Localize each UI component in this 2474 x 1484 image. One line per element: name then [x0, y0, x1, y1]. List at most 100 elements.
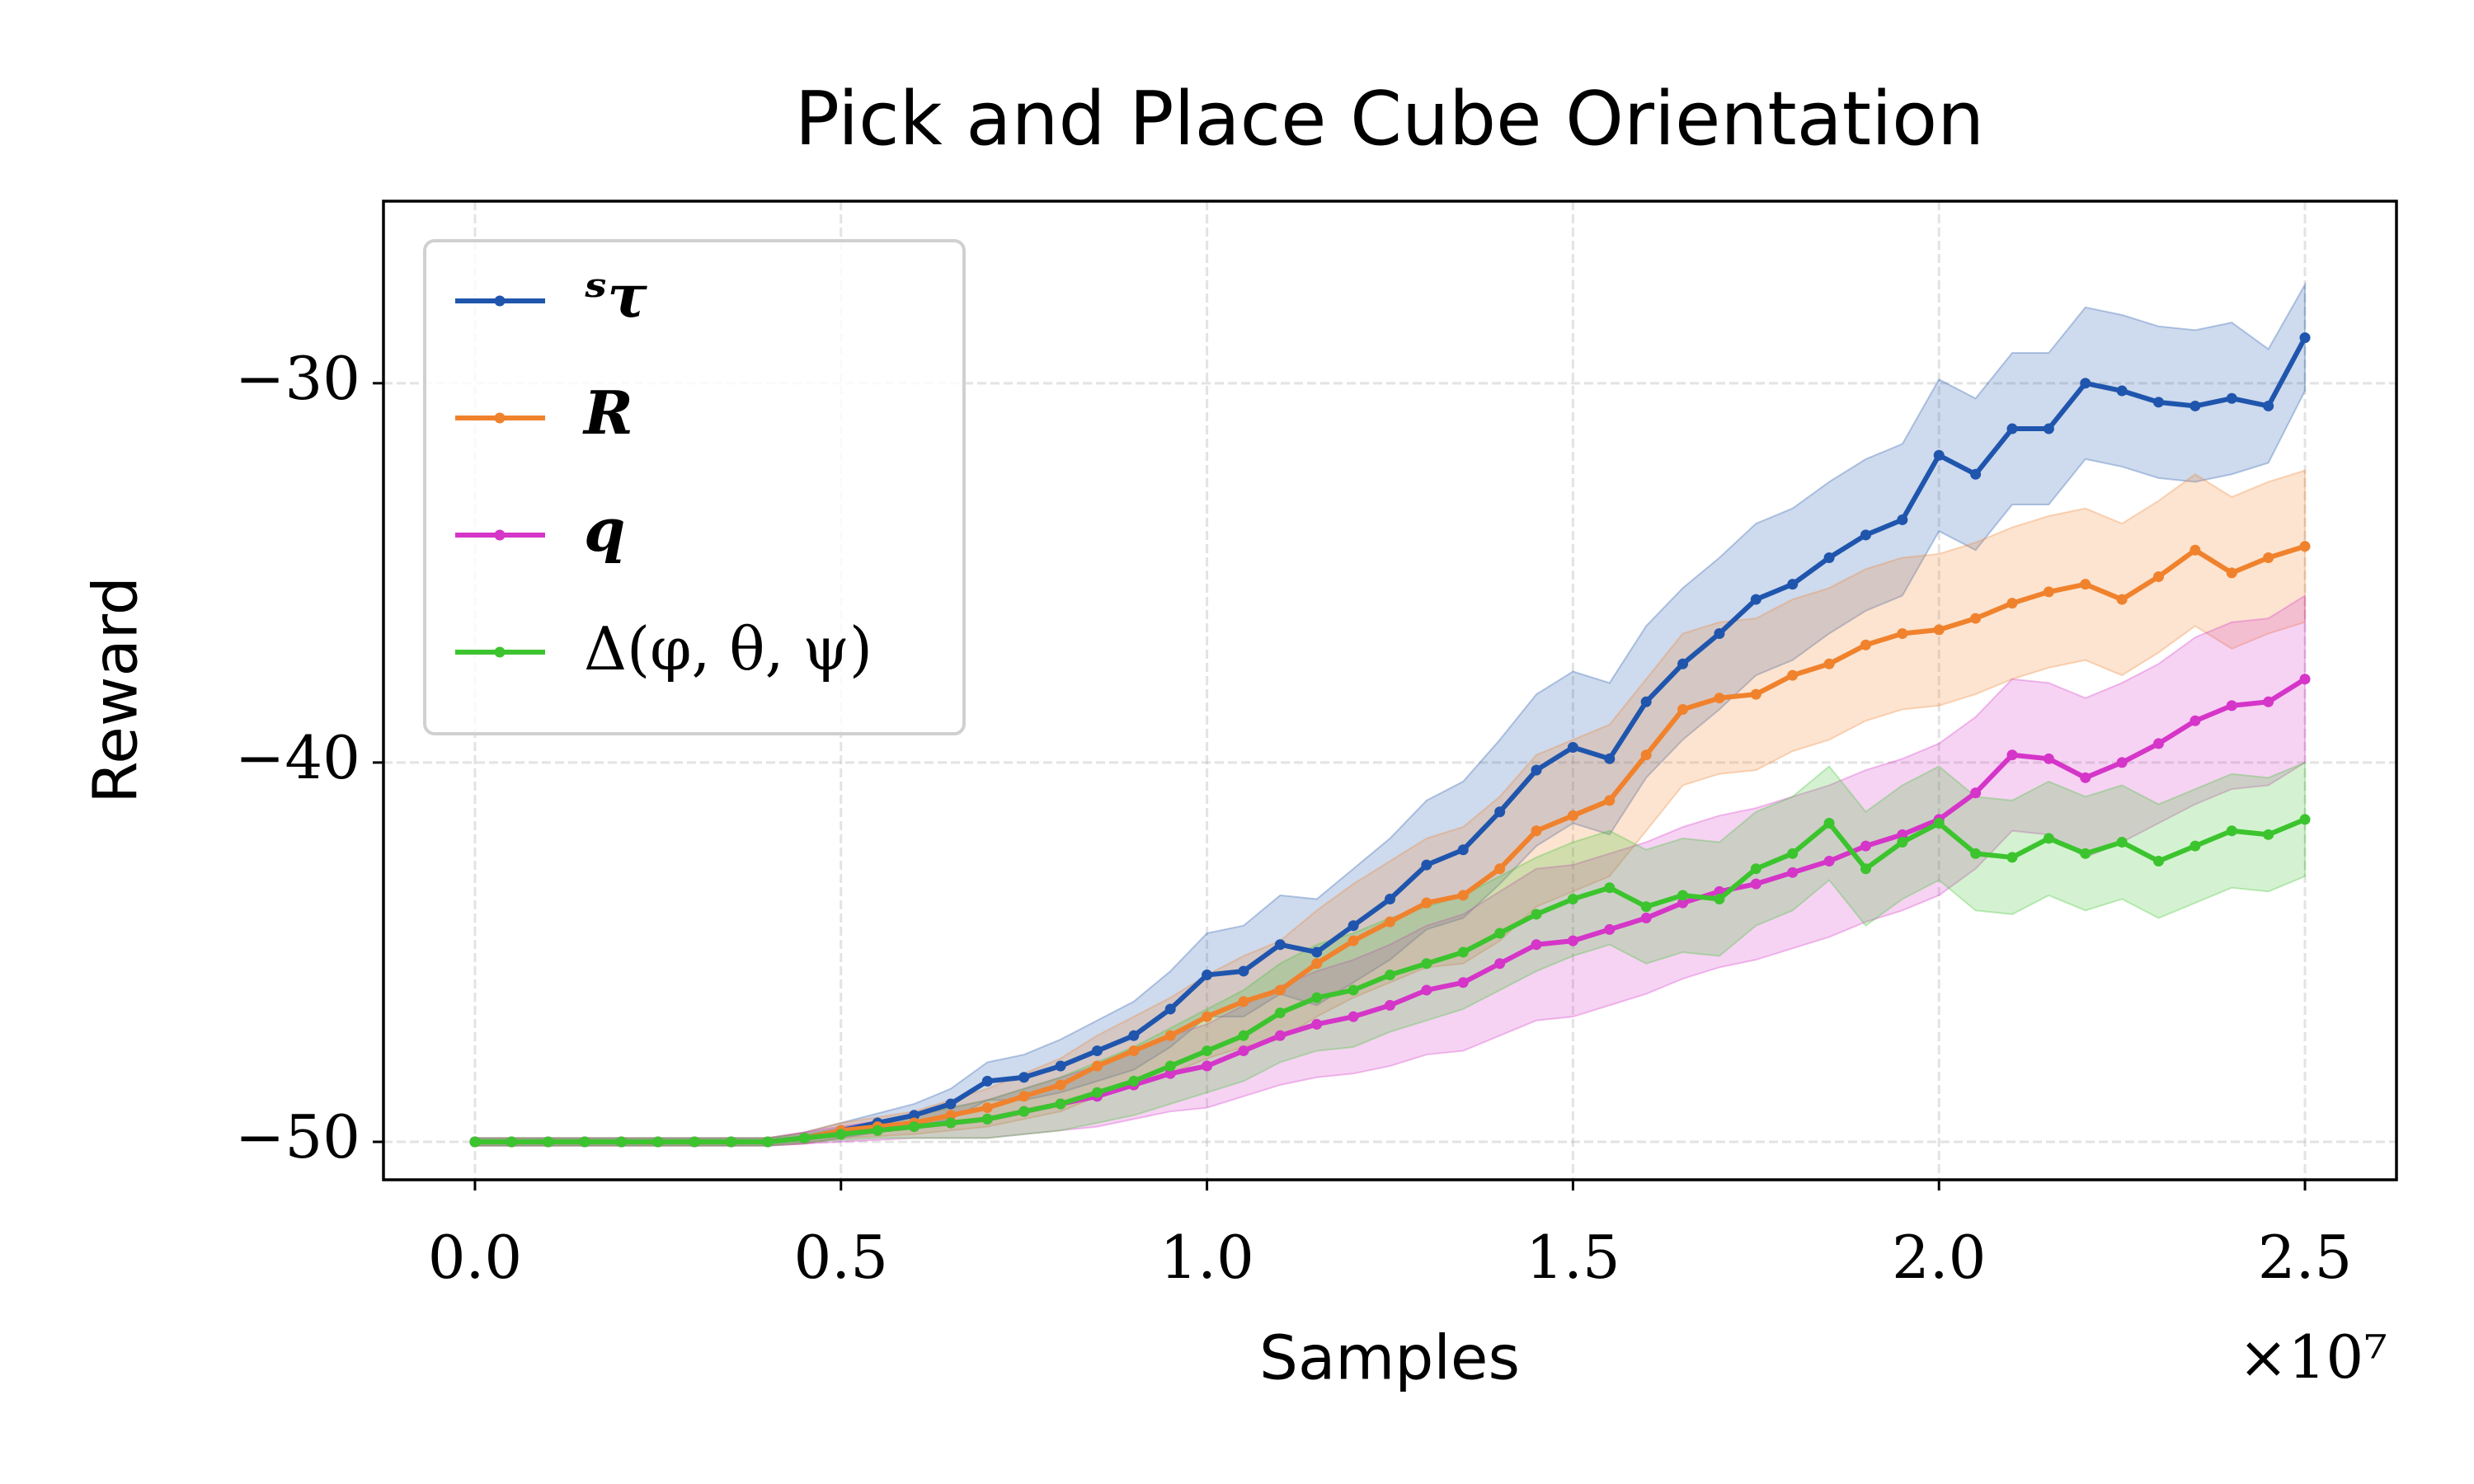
- point: [1787, 866, 1799, 878]
- point: [1714, 693, 1725, 704]
- point: [1823, 856, 1835, 867]
- point: [1274, 984, 1286, 996]
- point: [1494, 958, 1506, 970]
- point: [2263, 696, 2274, 707]
- point: [689, 1136, 700, 1148]
- point: [1787, 579, 1799, 590]
- point: [2006, 749, 2018, 761]
- point: [835, 1129, 847, 1140]
- point: [2189, 544, 2201, 556]
- point: [1897, 627, 1908, 639]
- error-band: [473, 469, 2307, 1147]
- point: [872, 1125, 883, 1136]
- point: [2299, 674, 2311, 685]
- x-tick-label: 0.0: [428, 1223, 523, 1292]
- point: [2153, 397, 2165, 408]
- point: [1823, 658, 1835, 669]
- point: [1787, 848, 1799, 859]
- legend-box: [423, 239, 966, 735]
- point: [1238, 1030, 1249, 1041]
- point: [579, 1136, 590, 1148]
- point: [2263, 829, 2274, 840]
- point: [1970, 468, 1982, 480]
- point: [1018, 1106, 1030, 1117]
- point: [1567, 742, 1578, 754]
- point: [1457, 844, 1469, 856]
- point: [1311, 946, 1323, 958]
- point: [1531, 939, 1542, 951]
- point: [2080, 378, 2091, 389]
- point: [1164, 1030, 1176, 1041]
- point: [1823, 818, 1835, 829]
- ticks: 0.0 0.5 1.0 1.5 2.0 2.5 −50 −40 −30: [235, 344, 2352, 1292]
- point: [1055, 1098, 1066, 1110]
- point: [1714, 627, 1725, 639]
- point: [2189, 400, 2201, 411]
- point: [1531, 909, 1542, 920]
- point: [2226, 567, 2237, 579]
- point: [1091, 1087, 1103, 1098]
- x-tick-label: 0.5: [794, 1223, 889, 1292]
- point: [945, 1117, 957, 1129]
- point: [2006, 423, 2018, 434]
- point: [1385, 999, 1395, 1011]
- point: [1970, 848, 1982, 859]
- point: [2189, 715, 2201, 726]
- point: [1274, 939, 1286, 951]
- x-offset-label: ×10⁷: [2238, 1322, 2387, 1392]
- bands: [473, 281, 2307, 1147]
- point: [1385, 970, 1395, 981]
- point: [2299, 814, 2311, 825]
- point: [1128, 1045, 1140, 1057]
- y-tick-label: −30: [235, 344, 360, 413]
- plot-frame: [382, 200, 2398, 1181]
- point: [1274, 1007, 1286, 1019]
- point: [981, 1113, 993, 1125]
- point: [1421, 984, 1432, 996]
- point: [981, 1102, 993, 1114]
- point: [1238, 1045, 1249, 1057]
- point: [981, 1075, 993, 1087]
- point: [1787, 669, 1799, 681]
- point: [1714, 894, 1725, 905]
- point: [652, 1136, 664, 1148]
- legend-label: ˢτ: [584, 261, 647, 331]
- point: [506, 1136, 517, 1148]
- x-tick-label: 2.5: [2258, 1223, 2353, 1292]
- point: [1348, 984, 1359, 996]
- legend-marker: [494, 529, 506, 541]
- point: [1238, 965, 1249, 977]
- point: [1311, 958, 1323, 970]
- point: [615, 1136, 627, 1148]
- point: [1970, 613, 1982, 624]
- point: [2226, 825, 2237, 837]
- legend-marker: [494, 412, 506, 424]
- point: [1970, 787, 1982, 799]
- point: [1311, 992, 1323, 1003]
- point: [2116, 385, 2128, 397]
- point: [2226, 392, 2237, 404]
- x-tick-label: 1.0: [1159, 1223, 1254, 1292]
- point: [1640, 696, 1652, 707]
- y-tick-label: −50: [235, 1102, 360, 1172]
- point: [2263, 400, 2274, 411]
- point: [2153, 856, 2165, 867]
- point: [1018, 1091, 1030, 1102]
- point: [1421, 859, 1432, 871]
- point: [2080, 579, 2091, 590]
- point: [1933, 449, 1945, 461]
- point: [1531, 764, 1542, 776]
- point: [1531, 825, 1542, 837]
- point: [1860, 840, 1871, 852]
- point: [2043, 423, 2054, 434]
- point: [1202, 1011, 1213, 1022]
- point: [1202, 1045, 1213, 1057]
- point: [1640, 913, 1652, 924]
- series: [469, 814, 2311, 1148]
- point: [1677, 704, 1689, 716]
- point: [1055, 1060, 1066, 1072]
- point: [1202, 970, 1213, 981]
- point: [1567, 810, 1578, 821]
- point: [1604, 795, 1616, 806]
